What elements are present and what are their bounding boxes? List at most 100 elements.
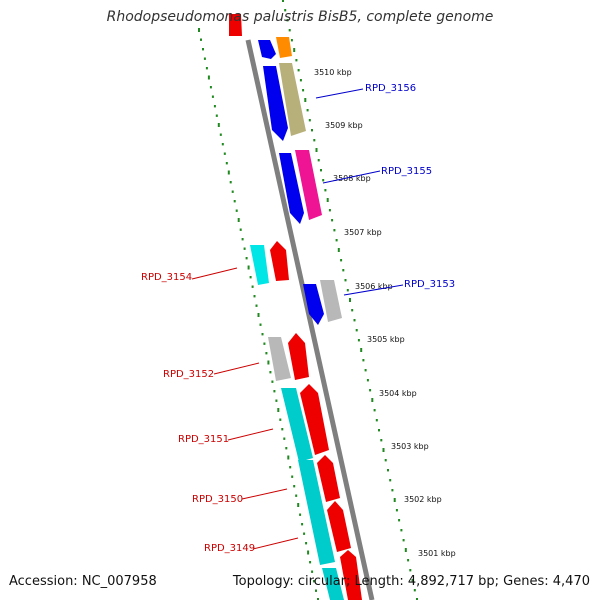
gene-label-rpd3150[interactable]: RPD_3150 [192, 494, 243, 505]
minor-tick-dot [215, 114, 218, 117]
minor-tick-dot [311, 129, 313, 132]
minor-tick-dot [275, 399, 278, 402]
accession-text: Accession: NC_007958 [9, 574, 157, 589]
gene-label-rpd3154[interactable]: RPD_3154 [141, 272, 192, 283]
minor-tick-dot [305, 542, 308, 545]
scale-tick-label: 3503 kbp [391, 442, 429, 451]
scale-tick-label: 3504 kbp [379, 389, 417, 398]
minor-tick-dot [311, 570, 314, 573]
major-tick-dot [393, 498, 396, 502]
gene-arrow-top-red[interactable] [229, 14, 242, 36]
major-tick-dot [293, 48, 296, 52]
minor-tick-dot [253, 295, 256, 298]
major-tick-dot [287, 455, 290, 460]
minor-tick-dot [324, 189, 327, 192]
gene-arrow-rpd3149-red[interactable] [327, 501, 351, 552]
major-tick-dot [315, 148, 318, 152]
gene-arrow-cyan-bottom[interactable] [322, 568, 344, 600]
major-tick-dot [237, 218, 240, 222]
gene-label-connector [191, 267, 238, 280]
minor-tick-dot [309, 561, 312, 564]
gene-label-connector [343, 284, 404, 296]
gene-label-rpd3155[interactable]: RPD_3155 [381, 166, 432, 177]
minor-tick-dot [315, 589, 317, 592]
gene-label-rpd3151[interactable]: RPD_3151 [178, 434, 229, 445]
minor-tick-dot [299, 79, 302, 82]
minor-tick-dot [205, 67, 208, 70]
gene-arrow-rpd3154-cyan[interactable] [250, 245, 269, 285]
gene-arrow-rpd3149-red-lower[interactable] [340, 550, 362, 600]
minor-tick-dot [306, 109, 309, 112]
gene-arrow-blue-small[interactable] [258, 40, 276, 59]
minor-tick-dot [357, 339, 360, 342]
scale-tick-label: 3506 kbp [355, 282, 393, 291]
minor-tick-dot [413, 589, 416, 592]
minor-tick-dot [203, 57, 206, 60]
minor-tick-dot [241, 238, 244, 241]
gene-arrow-rpd3151-cyan[interactable] [281, 388, 313, 462]
minor-tick-dot [202, 48, 204, 51]
scale-tick-label: 3509 kbp [325, 121, 363, 130]
genome-summary-text: Topology: circular; Length: 4,892,717 bp… [232, 574, 590, 589]
major-tick-dot [349, 298, 351, 302]
major-tick-dot [267, 360, 270, 365]
gene-arrow-orange-small[interactable] [276, 37, 292, 58]
minor-tick-dot [235, 209, 238, 212]
minor-tick-dot [409, 569, 412, 572]
gene-label-rpd3153[interactable]: RPD_3153 [404, 279, 455, 290]
minor-tick-dot [211, 95, 214, 98]
minor-tick-dot [378, 429, 380, 432]
gene-arrow-rpd3150-cyan[interactable] [298, 460, 335, 565]
genome-backbone [245, 39, 375, 601]
gene-label-rpd3152[interactable]: RPD_3152 [163, 369, 214, 380]
major-tick-dot [257, 313, 260, 317]
gene-labels-layer: RPD_3156 RPD_3155 RPD_3153 RPD_3154 RPD_… [141, 83, 455, 554]
minor-tick-dot [346, 289, 349, 292]
gene-arrow-rpd3153-gray[interactable] [320, 280, 342, 322]
gene-label-rpd3156[interactable]: RPD_3156 [365, 83, 416, 94]
minor-tick-dot [283, 437, 286, 440]
major-tick-dot [207, 75, 210, 80]
minor-tick-dot [286, 19, 289, 22]
gene-arrow-rpd3156-blue[interactable] [263, 66, 288, 141]
minor-tick-dot [391, 489, 394, 492]
major-tick-dot [282, 0, 284, 2]
minor-tick-dot [271, 380, 274, 383]
minor-tick-dot [355, 329, 358, 332]
minor-tick-dot [384, 459, 387, 462]
minor-tick-dot [373, 409, 376, 412]
gene-arrow-rpd3155-blue[interactable] [279, 153, 304, 224]
minor-tick-dot [362, 359, 365, 362]
gene-arrow-rpd3151-red[interactable] [300, 384, 329, 455]
gene-label-rpd3149[interactable]: RPD_3149 [204, 543, 255, 554]
gene-arrow-rpd3153-blue[interactable] [303, 284, 324, 325]
minor-tick-dot [344, 279, 347, 282]
minor-tick-dot [369, 389, 372, 392]
minor-tick-dot [229, 181, 232, 184]
gene-arrow-rpd3152-red[interactable] [288, 333, 309, 380]
minor-tick-dot [317, 159, 320, 162]
scale-tick-label: 3501 kbp [418, 549, 456, 558]
scale-tick-label: 3510 kbp [314, 68, 352, 77]
major-tick-dot [371, 398, 374, 402]
minor-tick-dot [209, 86, 212, 89]
minor-tick-dot [200, 38, 202, 41]
gene-label-connector [322, 170, 381, 184]
gene-arrow-rpd3154-red[interactable] [270, 241, 289, 281]
minor-tick-dot [289, 466, 292, 469]
gene-arrow-rpd3150-red[interactable] [317, 455, 340, 502]
major-tick-dot [382, 448, 385, 452]
minor-tick-dot [219, 133, 222, 136]
scale-tick-label: 3508 kbp [333, 174, 371, 183]
minor-tick-dot [290, 39, 293, 42]
minor-tick-dot [313, 139, 316, 142]
minor-tick-dot [387, 469, 389, 472]
gene-arrow-rpd3155-magenta[interactable] [295, 150, 322, 220]
gene-arrow-rpd3152-gray[interactable] [268, 337, 291, 381]
minor-tick-dot [231, 190, 234, 193]
gene-arrow-rpd3156-olive[interactable] [279, 63, 306, 136]
major-tick-dot [198, 28, 200, 32]
major-tick-dot [247, 265, 250, 270]
minor-tick-dot [239, 228, 242, 231]
